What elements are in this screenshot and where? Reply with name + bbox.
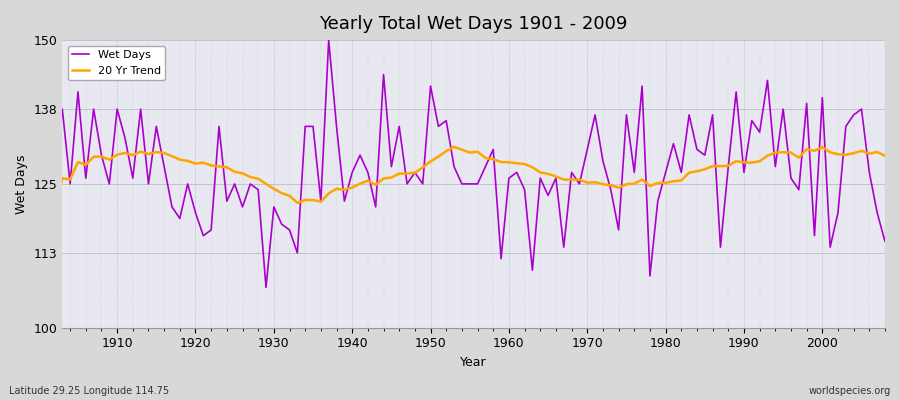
Title: Yearly Total Wet Days 1901 - 2009: Yearly Total Wet Days 1901 - 2009 [320,15,628,33]
Legend: Wet Days, 20 Yr Trend: Wet Days, 20 Yr Trend [68,46,166,80]
Text: worldspecies.org: worldspecies.org [809,386,891,396]
Y-axis label: Wet Days: Wet Days [15,154,28,214]
Text: Latitude 29.25 Longitude 114.75: Latitude 29.25 Longitude 114.75 [9,386,169,396]
X-axis label: Year: Year [460,356,487,369]
